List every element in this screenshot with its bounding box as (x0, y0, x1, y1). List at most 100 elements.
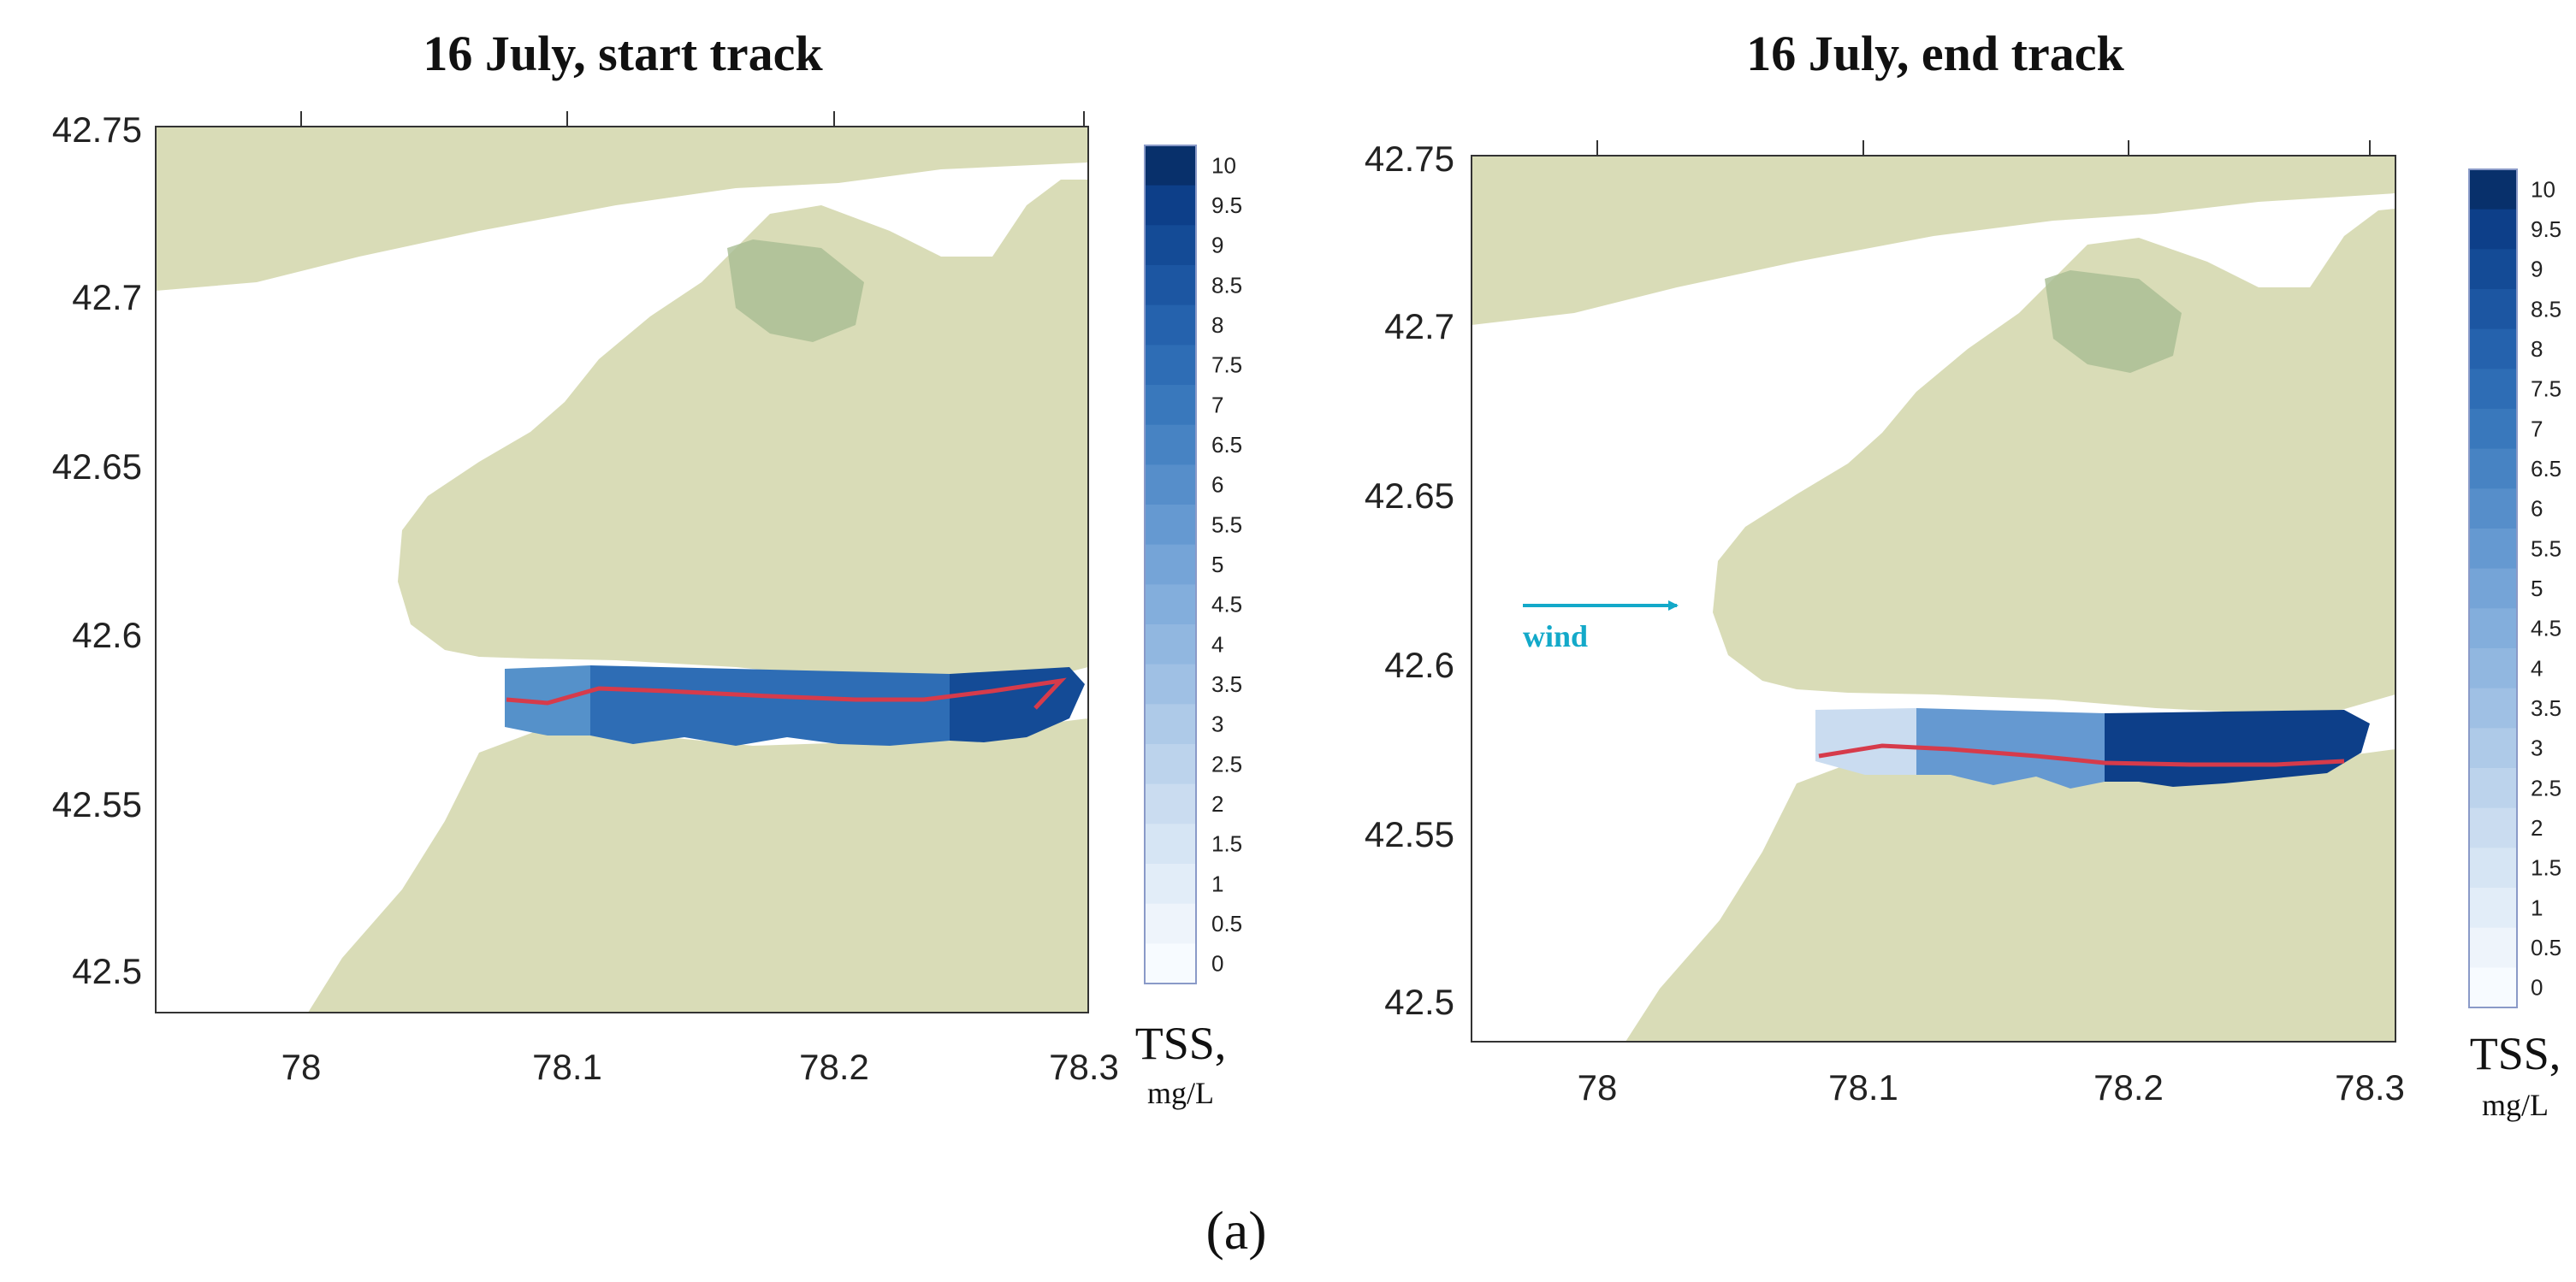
colorbar-unit: TSS, (1135, 1018, 1227, 1069)
panel-title: 16 July, start track (423, 26, 823, 81)
south-shore-land (308, 718, 1088, 1013)
colorbar-tick-label: 8 (1211, 312, 1223, 338)
x-axis-labels: 78 78.1 78.2 78.3 (281, 1047, 1119, 1087)
colorbar-swatch (2469, 568, 2517, 609)
colorbar-swatch (1145, 145, 1196, 186)
colorbar-tick-label: 9 (2531, 257, 2543, 282)
y-tick-label: 42.55 (1365, 814, 1454, 854)
colorbar-tick-label: 0 (1211, 951, 1223, 977)
colorbar-swatch (1145, 225, 1196, 266)
colorbar-swatch (1145, 704, 1196, 745)
colorbar-tick-label: 5.5 (2531, 535, 2561, 561)
wind-label: wind (1523, 619, 1588, 653)
y-tick-label: 42.6 (1384, 645, 1454, 685)
y-axis-labels: 42.75 42.7 42.65 42.6 42.55 42.5 (1365, 139, 1454, 1022)
tss-segment-3 (2105, 710, 2370, 787)
y-tick-label: 42.75 (1365, 139, 1454, 179)
colorbar-swatch (1145, 385, 1196, 426)
colorbar-swatch (1145, 584, 1196, 625)
y-tick-label: 42.6 (72, 615, 142, 655)
colorbar-swatch (1145, 544, 1196, 585)
colorbar-tick-label: 6.5 (2531, 456, 2561, 481)
colorbar-swatches (1145, 145, 1196, 984)
colorbar-tick-label: 8 (2531, 336, 2543, 362)
colorbar-tick-label: 9 (1211, 233, 1223, 258)
colorbar-tick-label: 6 (2531, 496, 2543, 522)
tss-segment-2 (590, 665, 950, 746)
x-tick-label: 78 (281, 1047, 322, 1087)
x-tick-label: 78 (1578, 1067, 1618, 1108)
colorbar-swatch (2469, 807, 2517, 848)
colorbar-tick-label: 3.5 (2531, 695, 2561, 721)
north-shore-land (1472, 156, 2395, 325)
colorbar-swatch (2469, 888, 2517, 929)
colorbar-tick-label: 10 (1211, 152, 1236, 178)
colorbar-tick-label: 4.5 (1211, 592, 1242, 617)
colorbar-tick-label: 4 (1211, 631, 1223, 657)
colorbar-swatch (2469, 369, 2517, 410)
north-shore-land (156, 127, 1088, 291)
colorbar-tick-label: 10 (2531, 176, 2555, 202)
plot-frame (1471, 155, 2396, 1043)
survey-track (506, 677, 1067, 710)
colorbar-swatch (2469, 409, 2517, 450)
map-area: wind (1471, 155, 2396, 1043)
colorbar-frame (1144, 145, 1197, 984)
colorbar-tick-label: 4 (2531, 655, 2543, 681)
y-tick-label: 42.65 (52, 446, 142, 487)
y-tick-label: 42.5 (1384, 982, 1454, 1022)
south-shore-land (1626, 749, 2395, 1042)
colorbar-unit-sub: mg/L (1147, 1076, 1214, 1110)
colorbar-swatch (1145, 424, 1196, 465)
x-tick-label: 78.3 (2335, 1067, 2405, 1108)
y-tick-label: 42.7 (1384, 306, 1454, 346)
park-area (2045, 270, 2182, 373)
colorbar-tick-label: 6 (1211, 472, 1223, 498)
colorbar-tick-label: 7.5 (1211, 352, 1242, 378)
colorbar-swatch (1145, 903, 1196, 944)
colorbar-labels: 10 9.5 9 8.5 8 7.5 7 6.5 6 5.5 5 4.5 4 3.5 3 2.5 2 1.5 1 0.… (1211, 152, 1242, 976)
colorbar-tick-label: 0 (2531, 975, 2543, 1001)
map-area (155, 126, 1089, 1013)
plot-frame (155, 126, 1089, 1013)
colorbar-tick-label: 0.5 (1211, 911, 1242, 936)
colorbar-tick-label: 1.5 (1211, 831, 1242, 857)
y-tick-label: 42.7 (72, 277, 142, 317)
panel-title: 16 July, end track (1746, 26, 2124, 81)
colorbar-swatch (2469, 448, 2517, 489)
colorbar-swatch (2469, 249, 2517, 290)
colorbar-tick-label: 8.5 (1211, 272, 1242, 298)
y-axis-labels: 42.75 42.7 42.65 42.6 42.55 42.5 (52, 109, 142, 991)
colorbar-tick-label: 6.5 (1211, 432, 1242, 458)
colorbar-tick-label: 3 (1211, 712, 1223, 737)
colorbar: 10 9.5 9 8.5 8 7.5 7 6.5 6 5.5 5 4.5 4 3.5 3 2.5 2 1.5 1 0.… (2468, 168, 2561, 1122)
colorbar: 10 9.5 9 8.5 8 7.5 7 6.5 6 5.5 5 4.5 4 3.5 3 2.5 2 1.5 1 0.… (1135, 145, 1242, 1110)
colorbar-swatch (1145, 824, 1196, 865)
colorbar-tick-label: 4.5 (2531, 616, 2561, 641)
map-panel-end: 16 July, end track wind 42.75 (1365, 26, 2561, 1122)
colorbar-swatch (1145, 185, 1196, 226)
tss-segment-2 (1916, 708, 2105, 789)
x-tick-label: 78.3 (1049, 1047, 1119, 1087)
y-tick-label: 42.75 (52, 109, 142, 150)
colorbar-tick-label: 3 (2531, 736, 2543, 761)
colorbar-swatch (1145, 783, 1196, 824)
colorbar-swatch (2469, 328, 2517, 369)
park-area (727, 239, 864, 342)
tss-segment-1 (1815, 708, 1916, 775)
colorbar-swatch (2469, 648, 2517, 689)
x-tick-label: 78.2 (2093, 1067, 2164, 1108)
colorbar-swatch (1145, 943, 1196, 984)
colorbar-tick-label: 9.5 (2531, 216, 2561, 242)
colorbar-swatch (2469, 529, 2517, 570)
colorbar-swatch (1145, 664, 1196, 705)
colorbar-swatch (2469, 927, 2517, 968)
map-panel-start: 16 July, start track 42.75 42.7 42. (52, 26, 1242, 1110)
colorbar-swatch (1145, 464, 1196, 505)
colorbar-swatch (2469, 848, 2517, 889)
peninsula-land (1713, 209, 2395, 713)
y-tick-label: 42.55 (52, 784, 142, 824)
colorbar-swatch (2469, 728, 2517, 769)
colorbar-tick-label: 1.5 (2531, 855, 2561, 881)
